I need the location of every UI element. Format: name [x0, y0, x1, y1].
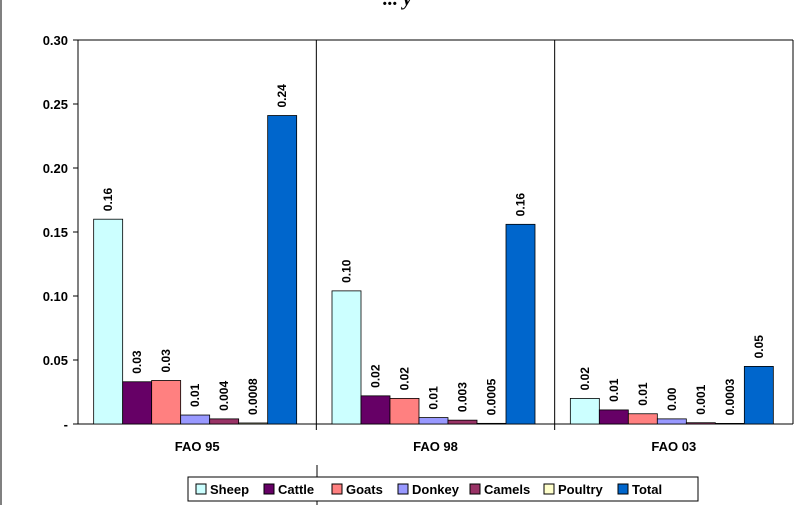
y-tick-label: 0.10	[43, 289, 68, 304]
legend-swatch-total	[617, 483, 629, 495]
legend-label: Goats	[346, 482, 383, 497]
legend-swatch-cattle	[263, 483, 275, 495]
data-label: 0.0005	[485, 378, 499, 415]
y-tick-label: 0.30	[43, 33, 68, 48]
x-tick-label: FAO 98	[413, 439, 458, 454]
data-label: 0.16	[101, 188, 115, 212]
data-label: 0.02	[369, 364, 383, 388]
data-label: 0.01	[607, 378, 621, 402]
legend-swatch-goats	[331, 483, 343, 495]
data-label: 0.02	[398, 367, 412, 391]
bar-camels	[447, 419, 478, 425]
bar-goats	[151, 380, 182, 425]
data-label: 0.03	[159, 349, 173, 373]
data-label: 0.00	[665, 387, 679, 411]
data-label: 0.05	[752, 335, 766, 359]
legend-swatch-sheep	[195, 483, 207, 495]
legend: Sheep Cattle Goats Donkey Camels Poultry Total	[187, 476, 699, 502]
data-label: 0.004	[217, 381, 231, 411]
data-label: 0.10	[340, 259, 354, 283]
y-tick-label: 0.15	[43, 225, 68, 240]
bar-poultry	[476, 422, 507, 425]
data-label: 0.24	[275, 84, 289, 108]
bar-cattle	[122, 381, 153, 425]
bar-poultry	[714, 422, 745, 425]
legend-swatch-camels	[469, 483, 481, 495]
legend-label: Poultry	[558, 482, 604, 497]
legend-label: Camels	[484, 482, 530, 497]
data-label: 0.01	[188, 383, 202, 407]
bar-sheep	[569, 397, 600, 425]
data-label: 0.0003	[723, 378, 737, 415]
data-label: 0.03	[130, 350, 144, 374]
y-tick-label: 0.05	[43, 353, 68, 368]
legend-swatch-poultry	[543, 483, 555, 495]
bar-camels	[685, 422, 716, 425]
data-labels: 0.16 0.03 0.03 0.01 0.004 0.0008 0.24 0.10 0.02 0…	[101, 84, 766, 416]
data-label: 0.001	[694, 384, 708, 414]
data-label: 0.02	[578, 367, 592, 391]
bar-cattle	[360, 395, 391, 425]
data-label: 0.0008	[246, 378, 260, 415]
chart-title: ... y	[0, 0, 795, 11]
bar-sheep	[93, 218, 124, 425]
legend-label: Donkey	[412, 482, 460, 497]
data-label: 0.01	[427, 386, 441, 410]
bar-poultry	[238, 422, 269, 425]
y-tick-label: 0.20	[43, 161, 68, 176]
bar-goats	[627, 413, 658, 425]
y-tick-label: -	[64, 417, 68, 432]
bar-total	[267, 115, 298, 425]
bar-camels	[209, 418, 240, 425]
data-label: 0.01	[636, 382, 650, 406]
bar-cattle	[598, 409, 629, 425]
y-tick-label: 0.25	[43, 97, 68, 112]
legend-swatch-donkey	[397, 483, 409, 495]
bar-sheep	[331, 290, 362, 425]
bars	[93, 115, 774, 425]
legend-label: Total	[632, 482, 662, 497]
bar-total	[743, 365, 774, 425]
bar-donkey	[656, 418, 687, 425]
legend-label: Sheep	[210, 482, 249, 497]
bar-goats	[389, 397, 420, 425]
data-label: 0.003	[456, 382, 470, 412]
bar-donkey	[180, 414, 211, 425]
legend-label: Cattle	[278, 482, 314, 497]
data-label: 0.16	[514, 193, 528, 217]
x-tick-label: FAO 95	[175, 439, 220, 454]
x-tick-label: FAO 03	[651, 439, 696, 454]
bar-total	[505, 223, 536, 425]
bar-donkey	[418, 417, 449, 425]
